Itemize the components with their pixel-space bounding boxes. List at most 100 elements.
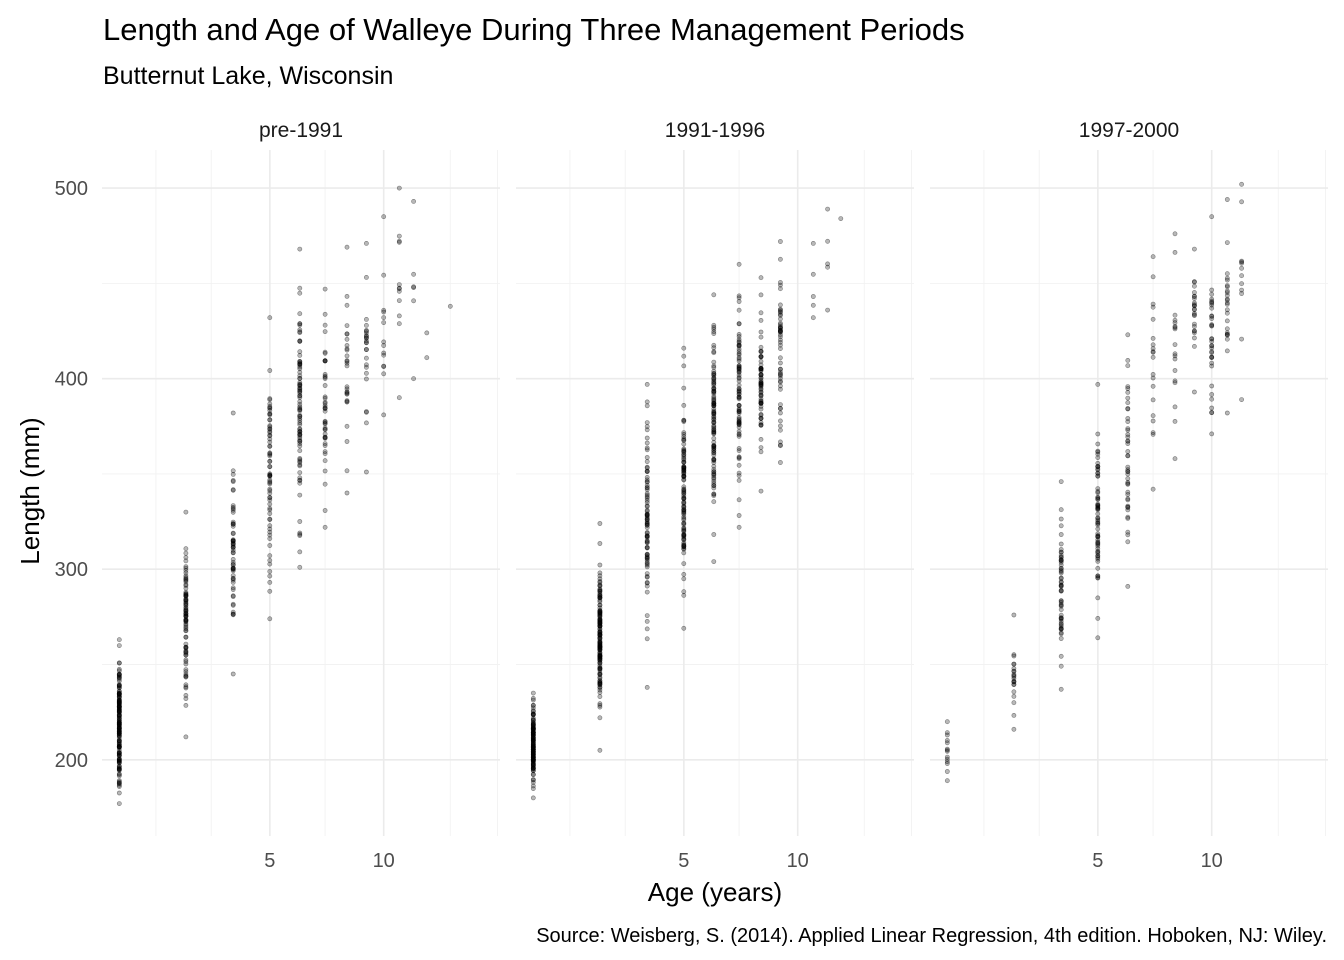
data-point (736, 394, 742, 400)
data-point (116, 660, 122, 666)
data-point (116, 692, 122, 698)
data-point (711, 380, 717, 386)
data-point (681, 473, 687, 479)
data-point (530, 753, 536, 759)
data-point (758, 389, 764, 395)
data-point (681, 436, 687, 442)
data-point (1058, 570, 1064, 576)
data-point (297, 393, 303, 399)
data-point (322, 443, 328, 448)
data-point (344, 353, 350, 359)
data-point (530, 737, 536, 743)
data-point (681, 593, 687, 598)
data-point (1058, 600, 1064, 605)
data-point (681, 487, 687, 493)
data-point (736, 422, 742, 427)
data-point (530, 765, 536, 771)
data-point (1209, 343, 1215, 349)
data-point (644, 535, 650, 540)
data-point (116, 752, 122, 758)
data-point (711, 388, 717, 394)
data-point (530, 730, 536, 736)
data-point (681, 477, 687, 483)
data-point (644, 485, 650, 490)
data-point (183, 576, 189, 582)
data-point (297, 399, 303, 404)
data-point (1125, 357, 1131, 363)
data-point (344, 363, 350, 369)
data-point (530, 759, 536, 764)
data-point (1058, 554, 1064, 560)
data-point (183, 573, 189, 579)
data-point (116, 708, 122, 714)
data-point (530, 755, 536, 761)
data-point (1224, 300, 1230, 306)
data-point (322, 373, 328, 379)
data-point (297, 438, 303, 444)
data-point (267, 481, 273, 487)
data-point (597, 611, 603, 616)
data-point (530, 745, 536, 751)
data-point (267, 529, 273, 535)
data-point (1224, 348, 1230, 354)
data-point (778, 320, 783, 326)
data-point (116, 700, 122, 705)
data-point (711, 345, 717, 351)
data-point (1058, 584, 1064, 589)
data-point (736, 364, 742, 370)
data-point (1125, 438, 1131, 444)
data-point (267, 517, 273, 522)
data-point (297, 382, 303, 387)
data-point (322, 425, 328, 431)
data-point (297, 470, 303, 475)
data-point (1095, 556, 1101, 562)
data-point (944, 759, 950, 764)
data-point (1058, 532, 1064, 537)
data-point (530, 726, 536, 732)
data-point (778, 334, 783, 340)
data-point (267, 580, 273, 585)
data-point (530, 749, 536, 754)
data-point (116, 726, 122, 731)
data-point (778, 423, 783, 429)
data-point (1058, 583, 1064, 588)
data-point (1058, 602, 1064, 607)
data-point (183, 650, 189, 656)
data-point (322, 376, 328, 381)
data-point (736, 408, 742, 414)
data-point (530, 760, 536, 766)
data-point (778, 306, 783, 312)
data-point (778, 410, 783, 416)
data-point (736, 420, 742, 426)
data-point (736, 366, 742, 372)
data-point (1209, 313, 1215, 319)
data-point (297, 426, 303, 432)
data-point (711, 376, 717, 381)
data-point (597, 642, 603, 648)
data-point (711, 469, 717, 475)
data-point (1192, 279, 1197, 285)
data-point (116, 735, 122, 741)
data-point (736, 470, 742, 476)
data-point (1011, 652, 1017, 658)
data-point (597, 617, 603, 623)
data-point (1058, 557, 1064, 563)
data-point (681, 531, 687, 537)
data-point (1095, 553, 1101, 559)
data-point (758, 389, 764, 395)
data-point (116, 697, 122, 703)
data-point (116, 704, 122, 710)
data-point (1095, 511, 1101, 517)
data-point (297, 407, 303, 412)
data-point (681, 457, 687, 462)
data-point (1209, 410, 1215, 416)
data-point (267, 523, 273, 529)
data-point (644, 447, 650, 453)
data-point (530, 755, 536, 761)
data-point (322, 508, 328, 513)
data-point (1209, 296, 1215, 302)
data-point (597, 620, 603, 626)
data-point (322, 406, 328, 411)
data-point (267, 404, 273, 409)
data-point (1095, 464, 1101, 469)
